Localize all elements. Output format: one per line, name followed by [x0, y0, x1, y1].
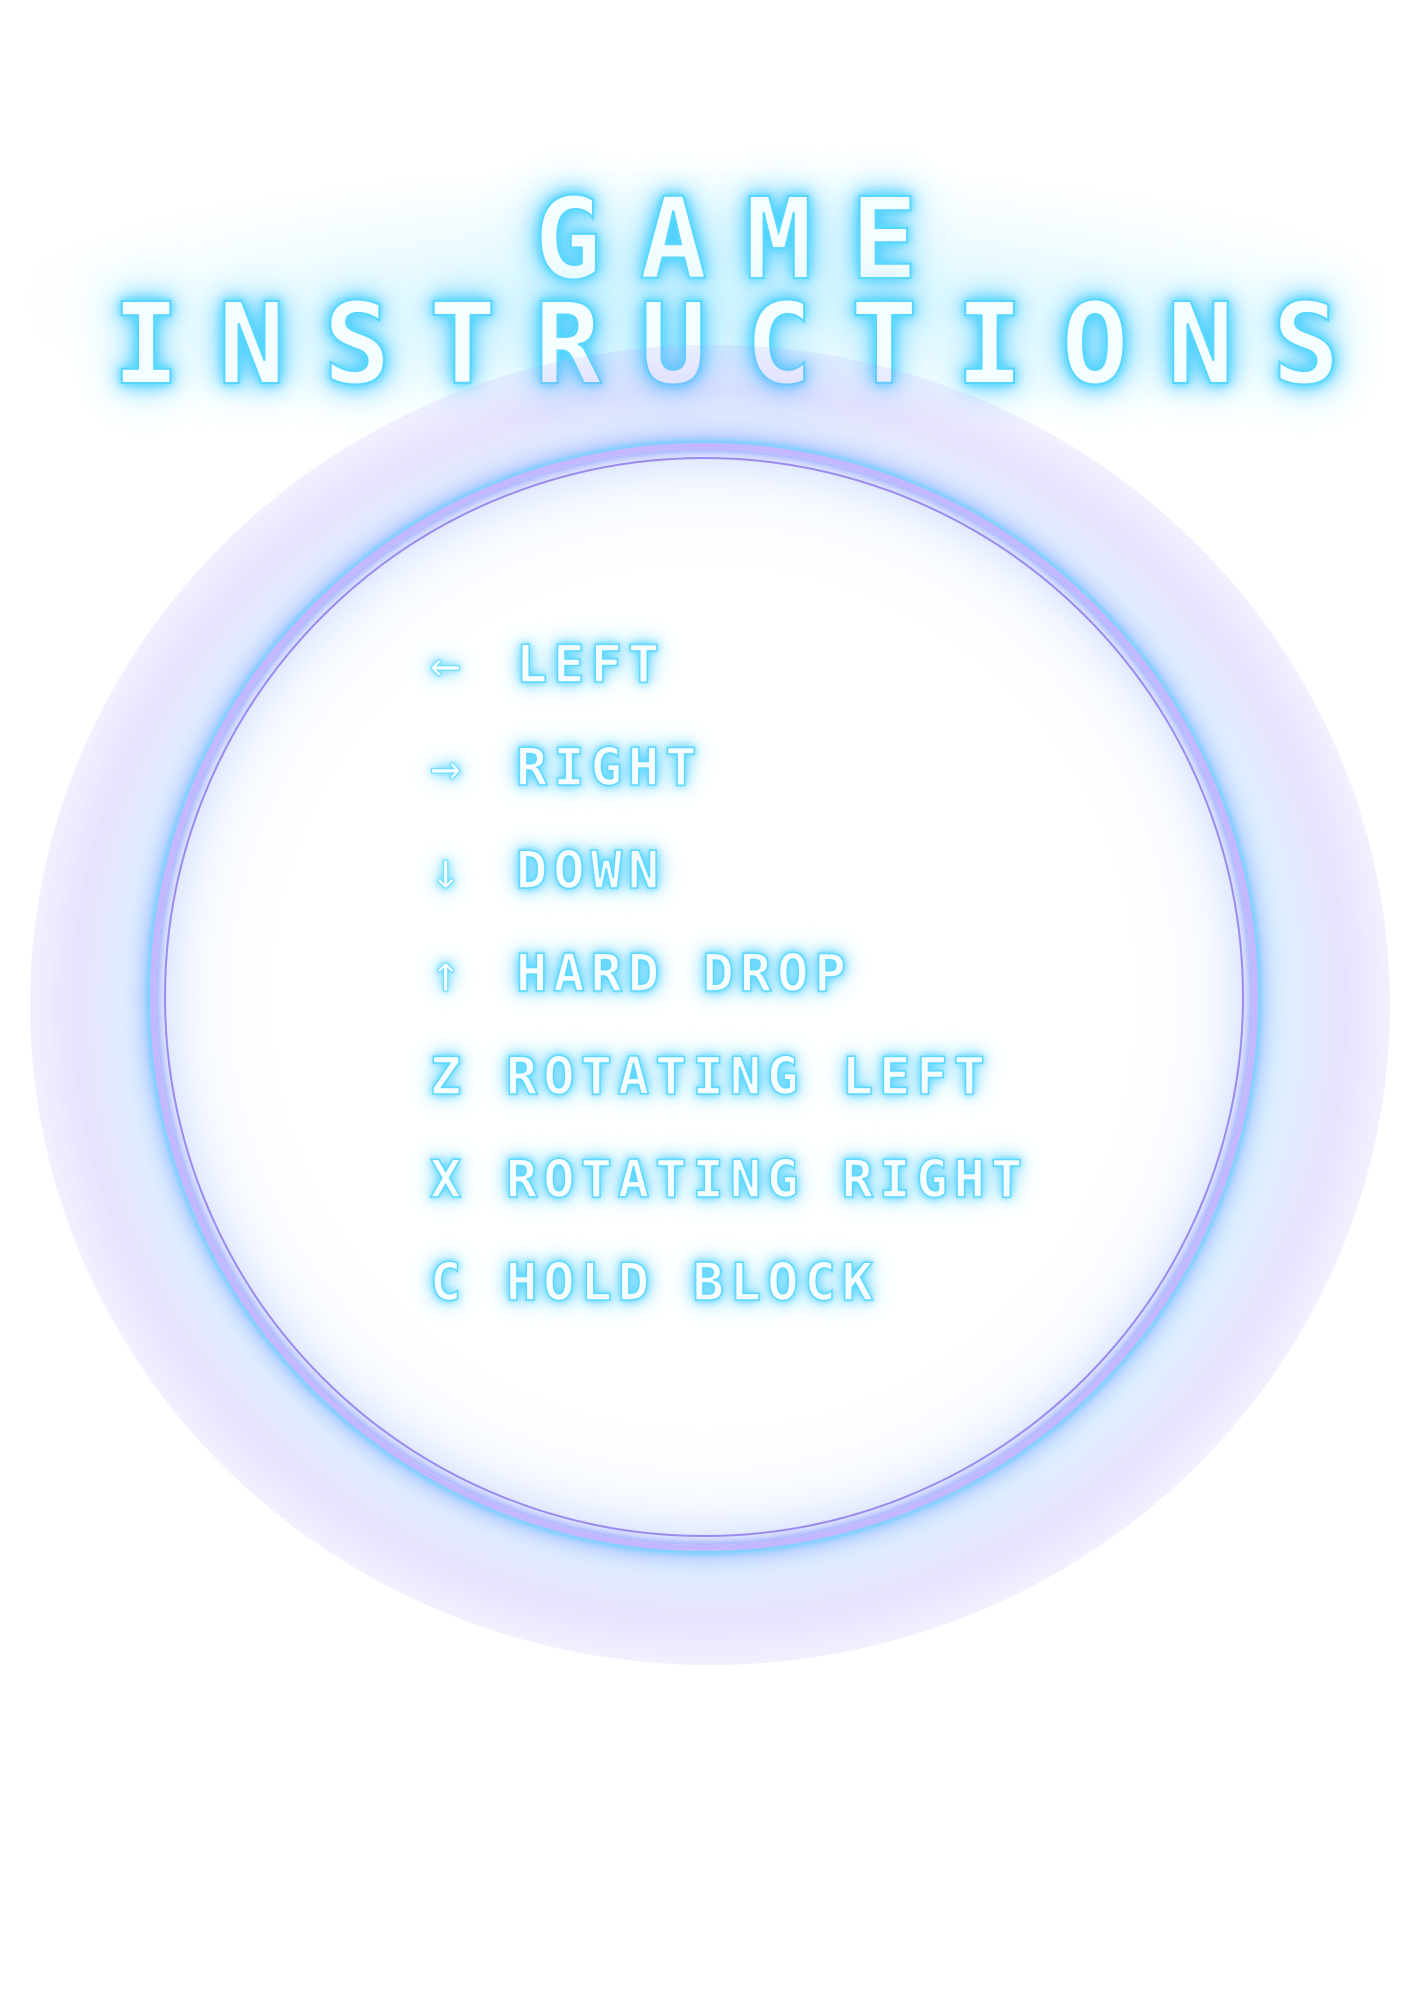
control-row-hard-drop: ↑ HARD DROP — [430, 934, 1230, 1037]
control-row-right: → RIGHT — [430, 728, 1230, 831]
neon-ring-inner-line — [164, 457, 1244, 1537]
control-label-right: RIGHT — [515, 737, 703, 799]
control-label-hard-drop: HARD DROP — [515, 943, 852, 1005]
control-row-hold: C HOLD BLOCK — [429, 1243, 1230, 1346]
control-label-down: DOWN — [515, 840, 666, 902]
key-z: Z — [429, 1046, 468, 1108]
control-label-rotate-right: ROTATING RIGHT — [505, 1149, 1029, 1211]
key-x: X — [429, 1149, 468, 1211]
control-row-down: ↓ DOWN — [430, 831, 1230, 934]
control-label-left: LEFT — [515, 634, 666, 696]
control-label-rotate-left: ROTATING LEFT — [505, 1046, 991, 1108]
title-glow — [30, 170, 1384, 430]
page-title-line-1: GAME — [533, 175, 956, 305]
page-title-line-2: INSTRUCTIONS — [0, 284, 1414, 406]
control-row-left: ← LEFT — [430, 625, 1230, 728]
up-arrow-icon: ↑ — [430, 944, 468, 1005]
control-label-hold: HOLD BLOCK — [505, 1252, 880, 1314]
control-row-rotate-right: X ROTATING RIGHT — [429, 1140, 1230, 1243]
key-c: C — [429, 1252, 468, 1314]
down-arrow-icon: ↓ — [430, 841, 468, 902]
right-arrow-icon: → — [430, 738, 468, 799]
controls-list: ← LEFT → RIGHT ↓ DOWN ↑ HARD DROP Z ROTATING … — [429, 625, 1230, 1346]
control-row-rotate-left: Z ROTATING LEFT — [429, 1037, 1230, 1140]
left-arrow-icon: ← — [430, 635, 468, 696]
neon-ring — [150, 443, 1258, 1551]
